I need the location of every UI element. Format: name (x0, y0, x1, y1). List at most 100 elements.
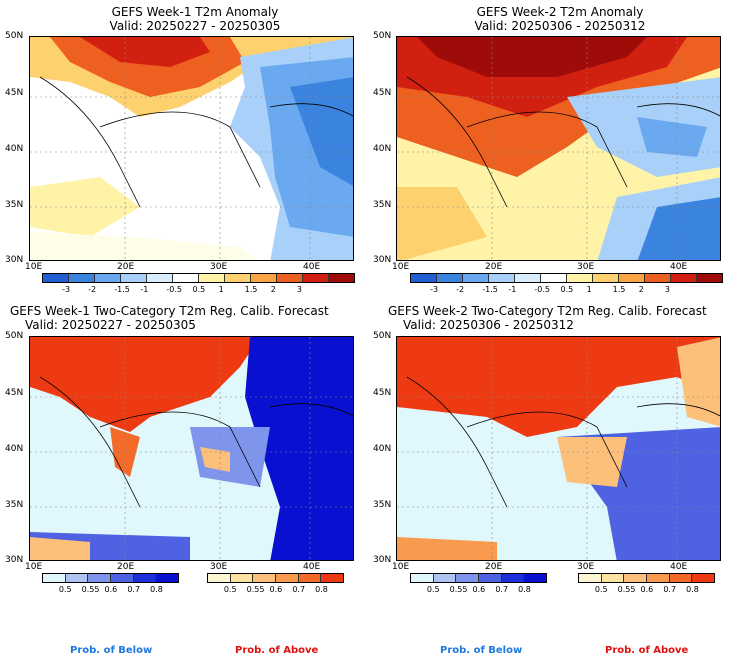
prob-below-1-label-0: 0.5 (58, 585, 72, 594)
anomaly-colorbar-1-swatch-2 (95, 274, 121, 282)
panel4-title: GEFS Week-2 Two-Category T2m Reg. Calib.… (388, 304, 738, 332)
anomaly-colorbar-2-swatch-0 (411, 274, 437, 282)
lon-40e-p1: 40E (303, 262, 321, 272)
lon-20e-p4: 20E (485, 562, 503, 572)
anomaly-colorbar-2-swatch-1 (437, 274, 463, 282)
anomaly-1-label-8: 2 (270, 285, 276, 294)
panel2-valid-text: Valid: 20250306 - 20250312 (474, 19, 646, 33)
lon-40e-p2: 40E (670, 262, 688, 272)
panel3-title: GEFS Week-1 Two-Category T2m Reg. Calib.… (10, 304, 370, 332)
lat-40n-p3: 40N (5, 444, 24, 454)
prob-below-2-label-0: 0.5 (426, 585, 440, 594)
prob-above-colorbar-1-swatch-3 (276, 574, 299, 582)
panel1-valid-text: Valid: 20250227 - 20250305 (109, 19, 281, 33)
prob-below-1-label-4: 0.8 (150, 585, 163, 594)
map-week1-anomaly (29, 36, 354, 261)
map-week1-probability (29, 336, 354, 561)
lon-10e-p2: 10E (392, 262, 410, 272)
prob-below-colorbar-1-swatch-5 (156, 574, 179, 582)
anomaly-1-label-7: 1.5 (244, 285, 258, 294)
anomaly-2-label-7: 1.5 (612, 285, 626, 294)
anomaly-colorbar-2-swatch-2 (463, 274, 489, 282)
prob-below-colorbar-2-swatch-2 (456, 574, 480, 582)
panel4-title-text: GEFS Week-2 Two-Category T2m Reg. Calib.… (388, 304, 707, 318)
anomaly-colorbar-1-swatch-11 (329, 274, 354, 282)
panel1-title-text: GEFS Week-1 T2m Anomaly (111, 5, 279, 19)
panel3-title-text: GEFS Week-1 Two-Category T2m Reg. Calib.… (10, 304, 329, 318)
map-week1-anomaly-graphic (30, 37, 353, 260)
prob-below-2-label-1: 0.55 (449, 585, 468, 594)
anomaly-colorbar-2-swatch-11 (697, 274, 722, 282)
map-week2-anomaly-graphic (397, 37, 720, 260)
lat-30n-p2: 30N (373, 255, 392, 265)
anomaly-colorbar-1-swatch-4 (147, 274, 173, 282)
prob-above-colorbar-2 (578, 573, 715, 583)
anomaly-colorbar-2-swatch-4 (515, 274, 541, 282)
lat-50n-p4: 50N (373, 331, 392, 341)
prob-above-colorbar-1-swatch-0 (208, 574, 231, 582)
anomaly-colorbar-2-swatch-9 (645, 274, 671, 282)
lat-45n-p2: 45N (373, 88, 392, 98)
anomaly-colorbar-1-swatch-1 (69, 274, 95, 282)
prob-above-caption-1: Prob. of Above (235, 645, 319, 656)
lat-35n-p2: 35N (373, 200, 392, 210)
prob-above-colorbar-2-swatch-4 (669, 574, 693, 582)
anomaly-colorbar-2-swatch-8 (619, 274, 645, 282)
lon-30e-p1: 30E (210, 262, 228, 272)
prob-above-2-label-1: 0.55 (617, 585, 636, 594)
lat-40n-p1: 40N (5, 144, 24, 154)
anomaly-colorbar-1-swatch-3 (121, 274, 147, 282)
lon-30e-p3: 30E (210, 562, 228, 572)
anomaly-colorbar-1-swatch-7 (225, 274, 251, 282)
lat-40n-p2: 40N (373, 144, 392, 154)
panel3-valid-text: Valid: 20250227 - 20250305 (25, 318, 196, 332)
prob-above-colorbar-1-swatch-4 (298, 574, 322, 582)
prob-below-colorbar-1-swatch-3 (111, 574, 134, 582)
lat-35n-p1: 35N (5, 200, 24, 210)
prob-above-2-label-3: 0.7 (663, 585, 677, 594)
map-week1-probability-graphic (30, 337, 353, 560)
anomaly-1-label-9: 3 (296, 285, 302, 294)
anomaly-colorbar-1 (42, 273, 355, 283)
anomaly-2-label-1: -2 (456, 285, 465, 294)
prob-below-1-label-1: 0.55 (81, 585, 100, 594)
panel4-valid-text: Valid: 20250306 - 20250312 (403, 318, 574, 332)
prob-above-colorbar-1-swatch-2 (253, 574, 277, 582)
prob-below-1-label-3: 0.7 (127, 585, 141, 594)
lon-30e-p2: 30E (577, 262, 595, 272)
anomaly-colorbar-1-swatch-0 (43, 274, 69, 282)
anomaly-colorbar-1-swatch-10 (303, 274, 329, 282)
prob-below-colorbar-1-swatch-0 (43, 574, 66, 582)
anomaly-2-label-5: 0.5 (560, 285, 574, 294)
lon-20e-p3: 20E (117, 562, 135, 572)
prob-above-colorbar-2-swatch-0 (579, 574, 602, 582)
anomaly-colorbar-2-swatch-10 (671, 274, 697, 282)
lat-45n-p1: 45N (5, 88, 24, 98)
prob-above-caption-2: Prob. of Above (605, 645, 689, 656)
prob-below-2-label-2: 0.6 (472, 585, 486, 594)
lat-30n-p1: 30N (5, 255, 24, 265)
prob-below-2-label-4: 0.8 (518, 585, 531, 594)
prob-above-2-label-4: 0.8 (686, 585, 699, 594)
lat-45n-p4: 45N (373, 388, 392, 398)
prob-above-colorbar-2-swatch-5 (692, 574, 715, 582)
anomaly-1-label-5: 0.5 (192, 285, 206, 294)
anomaly-colorbar-1-swatch-8 (251, 274, 277, 282)
anomaly-colorbar-1-swatch-9 (277, 274, 303, 282)
lat-30n-p4: 30N (373, 555, 392, 565)
prob-below-colorbar-2-swatch-4 (501, 574, 525, 582)
lon-20e-p2: 20E (485, 262, 503, 272)
prob-below-caption-1: Prob. of Below (70, 645, 153, 656)
prob-below-colorbar-2 (410, 573, 547, 583)
prob-below-colorbar-1-swatch-4 (133, 574, 157, 582)
prob-above-colorbar-2-swatch-1 (601, 574, 625, 582)
prob-below-colorbar-2-swatch-1 (433, 574, 457, 582)
lat-50n-p2: 50N (373, 31, 392, 41)
prob-below-1-label-2: 0.6 (104, 585, 118, 594)
anomaly-1-label-6: 1 (218, 285, 224, 294)
prob-above-2-label-2: 0.6 (640, 585, 654, 594)
lat-30n-p3: 30N (5, 555, 24, 565)
prob-above-1-label-4: 0.8 (315, 585, 328, 594)
panel2-title-text: GEFS Week-2 T2m Anomaly (476, 5, 644, 19)
prob-above-1-label-2: 0.6 (269, 585, 283, 594)
